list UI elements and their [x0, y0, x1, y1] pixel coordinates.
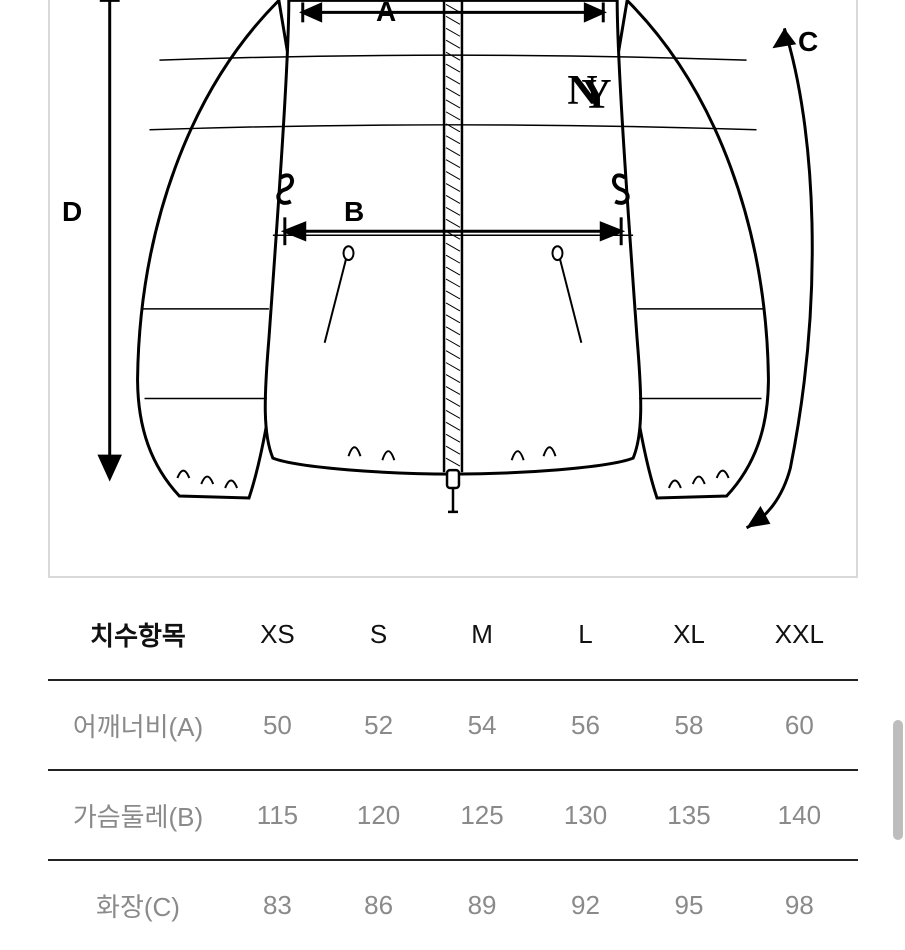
measure-label-b: B [344, 196, 364, 228]
size-col-xxl: XXL [741, 590, 858, 680]
size-col-xs: XS [228, 590, 327, 680]
svg-text:Y: Y [581, 72, 611, 118]
size-diagram: N Y A B C D [48, 0, 858, 578]
table-row: 가슴둘레(B) 115 120 125 130 135 140 [48, 770, 858, 860]
table-row: 화장(C) 83 86 89 92 95 98 [48, 860, 858, 950]
measure-label-c: C [798, 26, 818, 58]
cell: 50 [228, 680, 327, 770]
cell: 52 [327, 680, 430, 770]
size-table: 치수항목 XS S M L XL XXL 어깨너비(A) 50 52 54 56… [48, 590, 858, 950]
size-col-l: L [534, 590, 637, 680]
cell: 56 [534, 680, 637, 770]
header-label: 치수항목 [48, 590, 228, 680]
cell: 120 [327, 770, 430, 860]
size-table-header-row: 치수항목 XS S M L XL XXL [48, 590, 858, 680]
row-label-sleeve: 화장(C) [48, 860, 228, 950]
cell: 60 [741, 680, 858, 770]
measure-label-d: D [62, 196, 82, 228]
measure-label-a: A [376, 0, 396, 28]
size-col-m: M [430, 590, 533, 680]
cell: 54 [430, 680, 533, 770]
row-label-chest: 가슴둘레(B) [48, 770, 228, 860]
row-label-shoulder: 어깨너비(A) [48, 680, 228, 770]
scrollbar-thumb[interactable] [893, 720, 903, 840]
cell: 115 [228, 770, 327, 860]
jacket-svg: N Y [50, 0, 856, 576]
cell: 83 [228, 860, 327, 950]
cell: 58 [637, 680, 740, 770]
size-col-xl: XL [637, 590, 740, 680]
cell: 130 [534, 770, 637, 860]
cell: 86 [327, 860, 430, 950]
cell: 140 [741, 770, 858, 860]
table-row: 어깨너비(A) 50 52 54 56 58 60 [48, 680, 858, 770]
cell: 125 [430, 770, 533, 860]
cell: 98 [741, 860, 858, 950]
cell: 95 [637, 860, 740, 950]
cell: 89 [430, 860, 533, 950]
cell: 135 [637, 770, 740, 860]
size-col-s: S [327, 590, 430, 680]
cell: 92 [534, 860, 637, 950]
